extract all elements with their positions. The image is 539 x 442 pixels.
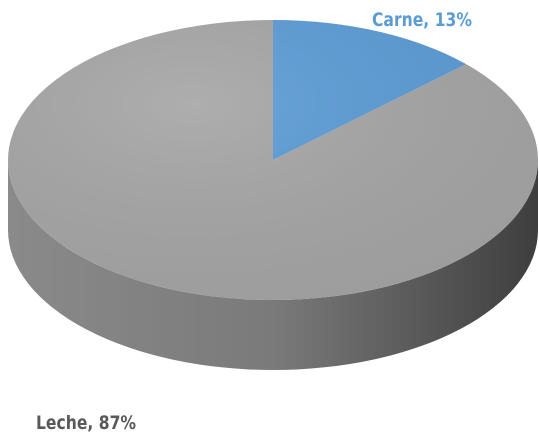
data-label-carne: Carne, 13% [372, 9, 472, 31]
data-label-leche: Leche, 87% [36, 412, 137, 434]
pie-side-leche [8, 160, 538, 370]
pie-top-shading [8, 20, 538, 300]
pie-slices [8, 20, 538, 370]
